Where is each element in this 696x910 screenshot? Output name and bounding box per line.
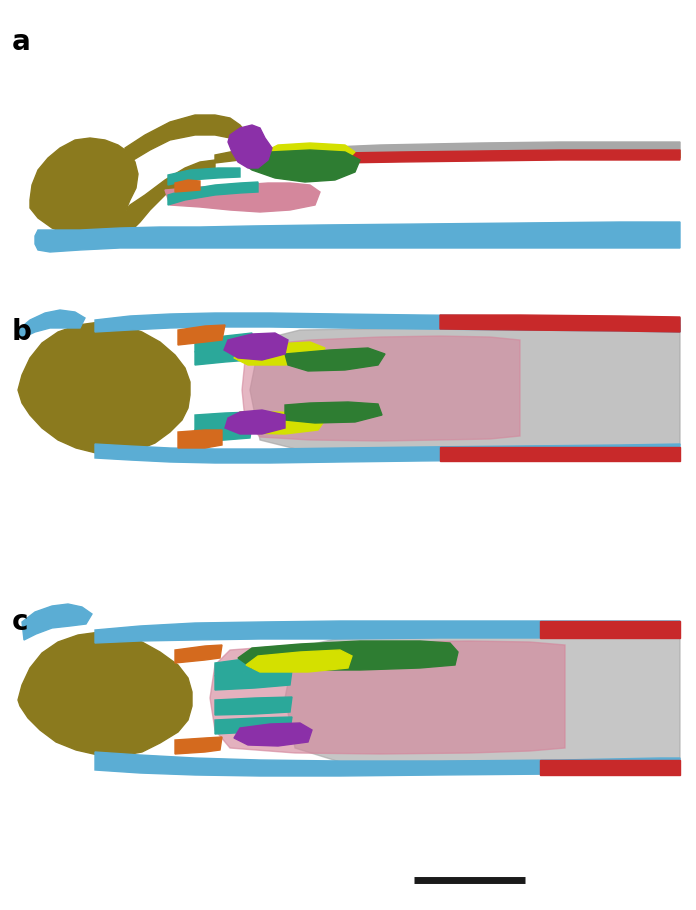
Polygon shape bbox=[225, 410, 285, 434]
Polygon shape bbox=[18, 310, 85, 338]
Polygon shape bbox=[195, 346, 252, 365]
Polygon shape bbox=[210, 641, 565, 754]
Polygon shape bbox=[95, 621, 680, 643]
Polygon shape bbox=[242, 150, 360, 182]
Polygon shape bbox=[195, 425, 252, 442]
Polygon shape bbox=[178, 325, 225, 345]
Polygon shape bbox=[246, 650, 352, 672]
Text: b: b bbox=[12, 318, 32, 346]
Polygon shape bbox=[18, 632, 192, 756]
Polygon shape bbox=[168, 168, 240, 185]
Polygon shape bbox=[310, 142, 680, 157]
Polygon shape bbox=[242, 336, 520, 441]
Polygon shape bbox=[125, 115, 248, 162]
Polygon shape bbox=[175, 180, 200, 192]
Polygon shape bbox=[168, 182, 258, 205]
Polygon shape bbox=[234, 412, 325, 434]
Polygon shape bbox=[440, 447, 680, 461]
Polygon shape bbox=[285, 402, 382, 423]
Polygon shape bbox=[215, 148, 680, 163]
Polygon shape bbox=[215, 656, 290, 676]
Polygon shape bbox=[95, 444, 680, 463]
Polygon shape bbox=[250, 325, 680, 450]
Polygon shape bbox=[175, 737, 222, 754]
Polygon shape bbox=[215, 717, 292, 734]
Polygon shape bbox=[228, 125, 272, 168]
Polygon shape bbox=[95, 752, 680, 776]
Polygon shape bbox=[540, 760, 680, 775]
Text: a: a bbox=[12, 28, 31, 56]
Polygon shape bbox=[234, 342, 325, 365]
Polygon shape bbox=[35, 222, 680, 252]
Polygon shape bbox=[215, 670, 292, 690]
Polygon shape bbox=[215, 697, 292, 715]
Polygon shape bbox=[18, 322, 190, 454]
Polygon shape bbox=[285, 348, 385, 371]
Polygon shape bbox=[95, 313, 680, 332]
Polygon shape bbox=[340, 150, 680, 163]
Polygon shape bbox=[540, 621, 680, 638]
Polygon shape bbox=[195, 412, 252, 430]
Polygon shape bbox=[285, 636, 680, 762]
Text: c: c bbox=[12, 608, 29, 636]
Polygon shape bbox=[30, 138, 215, 242]
Polygon shape bbox=[165, 183, 320, 212]
Polygon shape bbox=[175, 645, 222, 663]
Polygon shape bbox=[22, 604, 92, 640]
Polygon shape bbox=[440, 315, 680, 332]
Polygon shape bbox=[234, 723, 312, 746]
Polygon shape bbox=[178, 430, 222, 448]
Polygon shape bbox=[238, 641, 458, 670]
Polygon shape bbox=[268, 143, 355, 165]
Polygon shape bbox=[195, 333, 252, 352]
Polygon shape bbox=[224, 333, 288, 360]
